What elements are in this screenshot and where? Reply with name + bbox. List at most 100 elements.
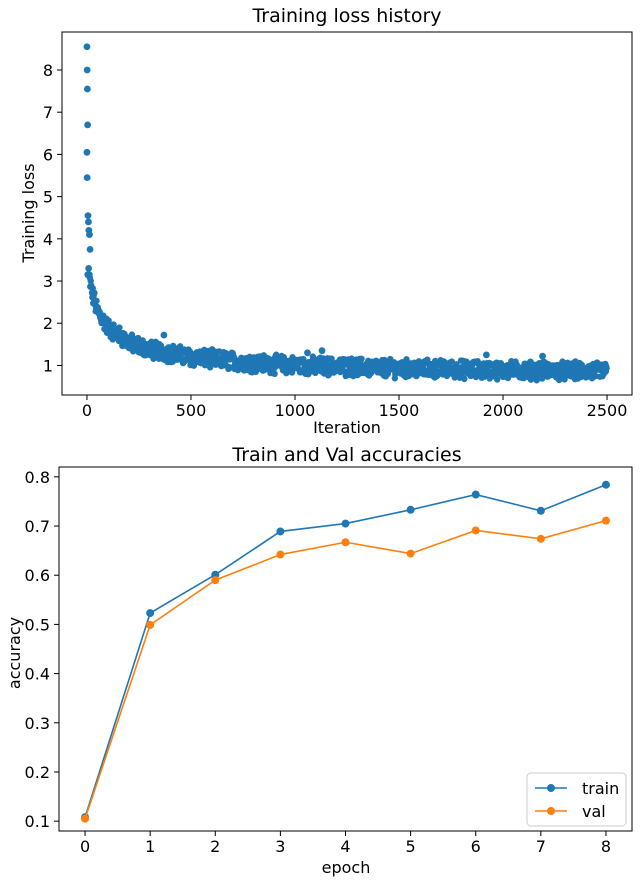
scatter-point bbox=[318, 347, 326, 355]
scatter-point bbox=[83, 85, 91, 93]
legend: train val bbox=[526, 772, 627, 827]
scatter-point bbox=[482, 351, 490, 359]
x-tick-label: 2 bbox=[210, 837, 220, 856]
y-ticks: 0.1 0.2 0.3 0.4 0.5 0.6 0.7 0.8 bbox=[25, 468, 59, 831]
y-tick-label: 0.7 bbox=[25, 517, 50, 536]
y-tick-label: 6 bbox=[43, 145, 53, 164]
x-axis-label: epoch bbox=[322, 858, 371, 877]
chart-title: Training loss history bbox=[251, 5, 441, 27]
x-ticks: 0 1 2 3 4 5 6 7 8 bbox=[80, 831, 611, 856]
y-tick-label: 0.1 bbox=[25, 812, 50, 831]
scatter-point bbox=[116, 324, 123, 331]
x-tick-label: 6 bbox=[471, 837, 481, 856]
y-axis-label: Training loss bbox=[19, 163, 38, 263]
x-tick-label: 0 bbox=[80, 837, 90, 856]
scatter-point bbox=[304, 349, 311, 357]
data-point-val bbox=[341, 538, 350, 547]
scatter-point bbox=[424, 356, 431, 363]
y-tick-label: 3 bbox=[43, 272, 53, 291]
y-tick-label: 0.6 bbox=[25, 566, 50, 585]
x-tick-label: 4 bbox=[340, 837, 350, 856]
x-tick-label: 3 bbox=[275, 837, 285, 856]
x-tick-label: 5 bbox=[406, 837, 416, 856]
x-tick-label: 2500 bbox=[587, 401, 628, 420]
scatter-point bbox=[539, 352, 546, 360]
data-point-val bbox=[276, 550, 285, 559]
data-point-train bbox=[536, 506, 545, 515]
data-point-val bbox=[471, 526, 480, 535]
legend-label-val: val bbox=[582, 802, 606, 821]
scatter-point bbox=[93, 297, 100, 305]
scatter-point bbox=[358, 355, 365, 363]
scatter-point bbox=[561, 376, 568, 383]
scatter-point bbox=[328, 355, 335, 362]
y-tick-label: 1 bbox=[43, 356, 53, 375]
y-axis-label: accuracy bbox=[5, 617, 24, 689]
scatter-points bbox=[83, 43, 610, 384]
y-tick-label: 0.2 bbox=[25, 763, 50, 782]
scatter-point bbox=[91, 289, 98, 297]
x-tick-label: 500 bbox=[176, 401, 207, 420]
scatter-point bbox=[86, 245, 94, 253]
data-point-val bbox=[146, 620, 155, 629]
data-point-val bbox=[81, 814, 90, 823]
x-axis-label: Iteration bbox=[313, 418, 381, 437]
scatter-point bbox=[84, 212, 92, 220]
scatter-point bbox=[271, 370, 278, 377]
data-point-train bbox=[341, 519, 350, 528]
x-tick-label: 1000 bbox=[275, 401, 316, 420]
data-point-train bbox=[146, 609, 155, 618]
y-tick-label: 8 bbox=[43, 61, 53, 80]
x-tick-label: 1500 bbox=[379, 401, 420, 420]
training-loss-chart: Training loss history 0 500 1000 1500 2000 25… bbox=[19, 5, 633, 437]
data-point-train bbox=[276, 527, 285, 536]
scatter-point bbox=[461, 375, 468, 383]
plot-frame bbox=[61, 31, 633, 396]
legend-marker-train bbox=[547, 784, 555, 792]
scatter-point bbox=[160, 331, 168, 339]
x-ticks: 0 500 1000 1500 2000 2500 bbox=[82, 395, 628, 420]
data-point-val bbox=[601, 516, 610, 525]
scatter-point bbox=[603, 365, 610, 372]
legend-label-train: train bbox=[582, 779, 619, 798]
x-tick-label: 0 bbox=[82, 401, 92, 420]
scatter-point bbox=[157, 342, 165, 349]
y-tick-label: 5 bbox=[43, 188, 53, 207]
legend-marker-val bbox=[547, 807, 555, 815]
scatter-point bbox=[86, 231, 93, 239]
x-tick-label: 1 bbox=[145, 837, 155, 856]
y-tick-label: 0.4 bbox=[25, 665, 50, 684]
data-point-train bbox=[601, 480, 610, 489]
x-tick-label: 7 bbox=[536, 837, 546, 856]
data-point-val bbox=[211, 576, 220, 585]
scatter-point bbox=[85, 264, 93, 272]
series-lines bbox=[81, 480, 610, 823]
plot-frame bbox=[58, 466, 633, 832]
scatter-point bbox=[494, 376, 501, 383]
scatter-point bbox=[83, 174, 91, 182]
scatter-point bbox=[83, 148, 91, 156]
y-tick-label: 0.3 bbox=[25, 714, 50, 733]
x-tick-label: 8 bbox=[601, 837, 611, 856]
scatter-point bbox=[83, 66, 91, 74]
x-tick-label: 2000 bbox=[483, 401, 524, 420]
scatter-point bbox=[85, 218, 92, 226]
y-tick-label: 0.5 bbox=[25, 615, 50, 634]
y-tick-label: 7 bbox=[43, 103, 53, 122]
y-tick-label: 4 bbox=[43, 230, 53, 249]
chart-title: Train and Val accuracies bbox=[231, 444, 461, 466]
data-point-val bbox=[406, 549, 415, 558]
data-point-train bbox=[471, 490, 480, 499]
series-line-train bbox=[84, 483, 607, 818]
data-point-train bbox=[406, 505, 415, 514]
y-tick-label: 0.8 bbox=[25, 468, 50, 487]
scatter-point bbox=[84, 121, 91, 129]
data-point-val bbox=[536, 534, 545, 543]
y-tick-label: 2 bbox=[43, 314, 53, 333]
scatter-point bbox=[403, 356, 410, 363]
scatter-point bbox=[84, 271, 92, 279]
scatter-point bbox=[83, 43, 91, 51]
y-ticks: 1 2 3 4 5 6 7 8 bbox=[43, 61, 62, 375]
